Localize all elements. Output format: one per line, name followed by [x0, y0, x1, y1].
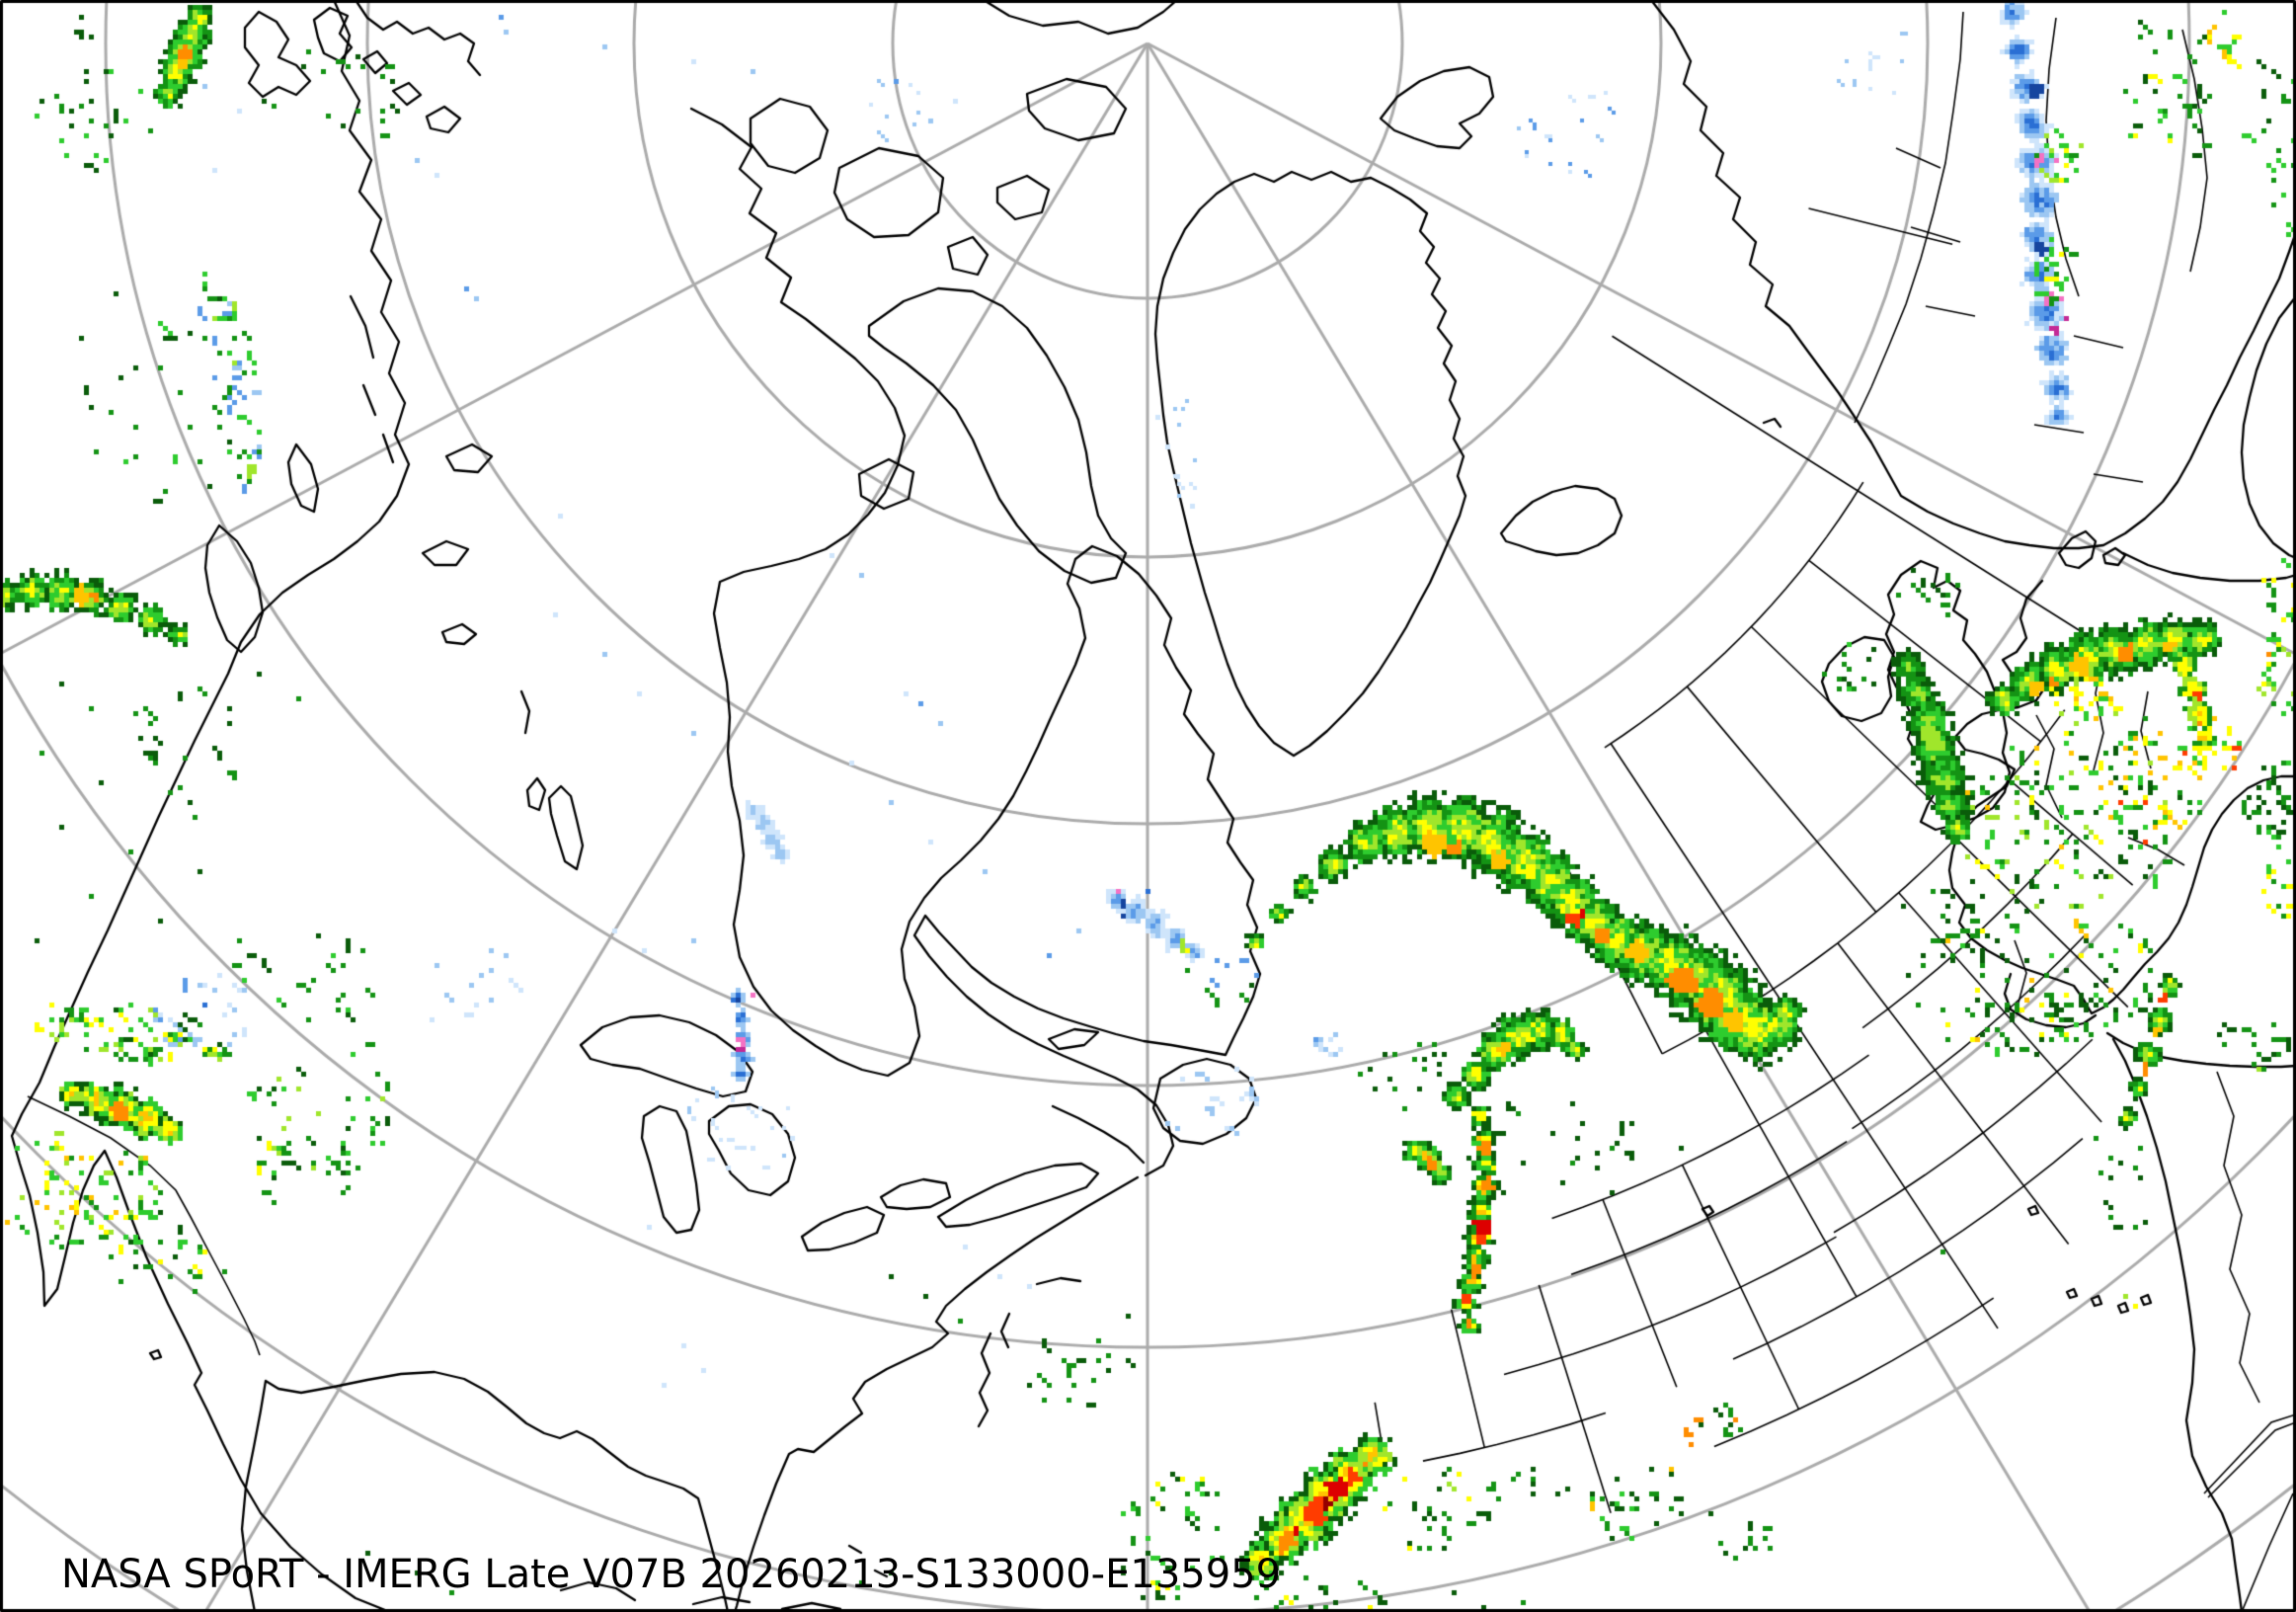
map-title-label: NASA SPoRT - IMERG Late V07B 20260213-S1… [61, 1552, 1282, 1597]
